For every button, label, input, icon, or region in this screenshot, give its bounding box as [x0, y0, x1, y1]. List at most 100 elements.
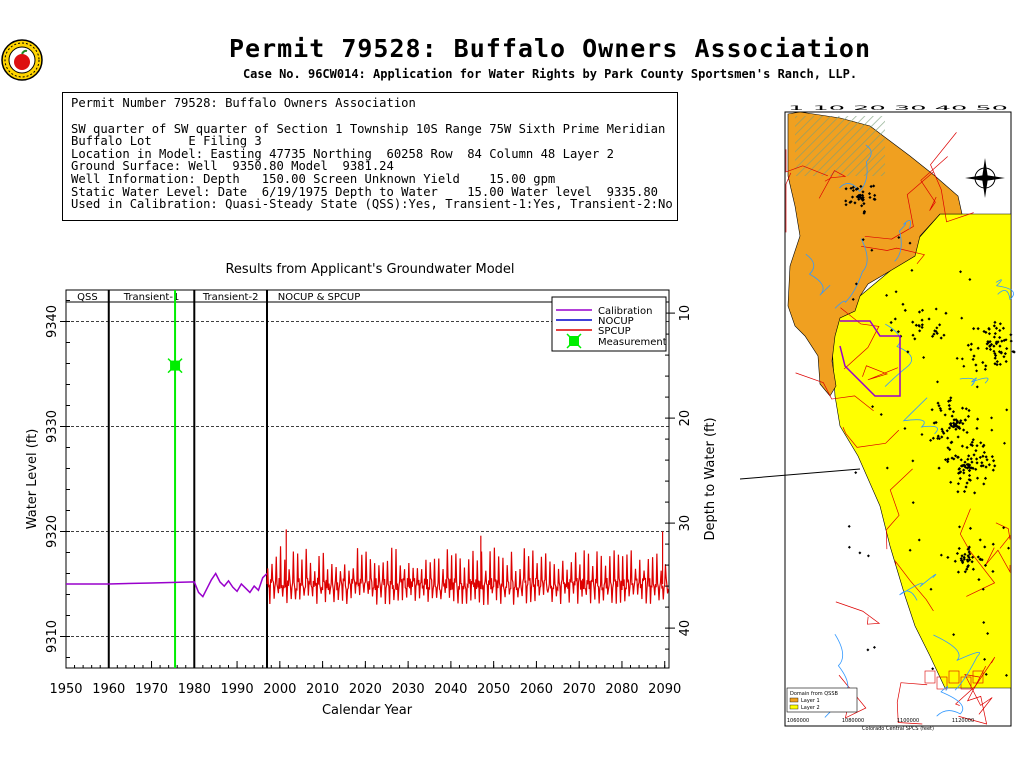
map-well-marker — [968, 558, 972, 562]
map-well-marker — [873, 193, 877, 197]
map-well-marker — [982, 620, 986, 624]
map-well-marker — [872, 184, 876, 188]
map-well-marker — [1004, 338, 1008, 342]
map-well-marker — [908, 241, 912, 245]
map-well-marker — [873, 197, 877, 202]
map-well-marker — [990, 416, 994, 420]
map-well-marker — [959, 270, 963, 274]
map-well-marker — [966, 554, 970, 558]
map-road — [864, 171, 934, 240]
model-domain-orange — [787, 111, 963, 397]
map-x-tick: 1060000 — [787, 718, 809, 724]
chart-legend: Calibration NOCUP SPCUP Measurement — [551, 296, 667, 352]
map-road — [964, 674, 993, 715]
map-well-marker — [946, 446, 950, 450]
info-line-lot: Buffalo Lot E Filing 3 — [71, 134, 262, 149]
map-well-marker — [936, 436, 940, 441]
map-column-scale: 1 10 20 30 40 50 — [788, 105, 1009, 112]
map-well-marker — [975, 369, 979, 373]
map-well-marker — [966, 457, 970, 461]
map-well-marker — [955, 356, 959, 360]
map-well-marker — [1005, 408, 1009, 412]
map-well-marker — [947, 426, 952, 430]
map-well-marker — [867, 192, 872, 196]
map-river — [899, 573, 937, 601]
map-well-marker — [933, 329, 937, 333]
map-road — [840, 307, 880, 370]
map-well-marker — [1007, 546, 1011, 550]
map-well-marker — [964, 407, 968, 411]
legend-label-spcup: SPCUP — [598, 326, 631, 337]
y2-axis-label: Depth to Water (ft) — [703, 417, 718, 540]
info-line-calibration: Used in Calibration: Quasi-Steady State … — [71, 197, 673, 212]
map-well-marker — [911, 459, 915, 463]
map-well-marker — [981, 444, 985, 449]
map-well-marker — [932, 421, 936, 425]
map-well-marker — [1000, 339, 1004, 343]
map-x-tick: 1120000 — [952, 718, 974, 724]
map-x-axis-label: Colorado Central SPCS (feet) — [862, 726, 934, 732]
map-well-marker — [897, 235, 901, 239]
map-well-marker — [994, 326, 999, 330]
map-well-marker — [1003, 351, 1007, 356]
map-x-axis-ticks: 1060000 1080000 1100000 1120000 — [787, 718, 974, 724]
map-well-marker — [985, 458, 989, 462]
map-well-marker — [998, 362, 1002, 366]
legend-label-calibration: Calibration — [598, 306, 652, 317]
x-tick-label: 2010 — [306, 682, 339, 697]
map-well-marker — [942, 333, 946, 337]
map-x-tick: 1080000 — [842, 718, 864, 724]
map-well-marker — [935, 326, 939, 330]
map-road — [842, 427, 900, 448]
x-tick-label: 1960 — [92, 682, 125, 697]
map-well-marker — [936, 401, 940, 405]
map-well-marker — [939, 408, 943, 413]
y-tick-label: 9330 — [45, 410, 60, 443]
map-well-marker — [991, 459, 996, 463]
map-well-marker — [854, 282, 858, 286]
map-legend-title: Domain from QSSB — [790, 691, 838, 697]
period-label: Transient-2 — [202, 292, 259, 303]
map-well-marker — [956, 490, 960, 494]
map-well-marker — [937, 437, 941, 441]
x-tick-label: 2040 — [434, 682, 467, 697]
x-tick-label: 1980 — [178, 682, 211, 697]
map-well-marker — [954, 418, 958, 422]
x-tick-label: 2060 — [520, 682, 553, 697]
y-tick-label: 9340 — [45, 305, 60, 338]
map-well-marker — [1009, 333, 1013, 337]
map-well-marker — [957, 546, 961, 551]
info-line-location: SW quarter of SW quarter of Section 1 To… — [71, 121, 666, 136]
map-well-marker — [975, 385, 979, 389]
map-well-marker — [962, 489, 967, 494]
map-well-marker — [949, 424, 953, 428]
map-well-marker — [953, 559, 957, 563]
map-well-marker — [858, 194, 862, 198]
map-well-marker — [861, 195, 865, 200]
map-well-marker — [993, 356, 997, 360]
map-river — [959, 377, 989, 387]
map-river — [936, 686, 964, 717]
map-well-marker — [936, 434, 940, 438]
period-dividers: QSS Transient-1 Transient-2 NOCUP & SPCUP — [77, 290, 360, 668]
grid-lines — [66, 301, 669, 637]
map-well-marker — [844, 199, 848, 203]
map-well-marker — [871, 405, 875, 409]
map-road — [896, 682, 928, 725]
map-well-marker — [992, 344, 996, 348]
map-well-marker — [965, 466, 969, 470]
x-tick-label: 2020 — [349, 682, 382, 697]
map-well-marker — [853, 201, 857, 205]
map-parcel — [948, 670, 960, 684]
map-well-marker — [949, 396, 953, 400]
map-well-marker — [967, 454, 971, 458]
info-line-ground-surface: Ground Surface: Well 9350.80 Model 9381.… — [71, 159, 394, 174]
map-well-marker — [1004, 673, 1008, 677]
map-well-marker — [929, 438, 933, 442]
y2-tick-label: 20 — [678, 410, 693, 427]
map-well-marker — [976, 555, 980, 559]
map-well-marker — [967, 465, 971, 469]
map-well-marker — [963, 570, 967, 574]
map-well-marker — [939, 336, 943, 340]
info-line-model-location: Location in Model: Easting 47735 Northin… — [71, 146, 614, 161]
